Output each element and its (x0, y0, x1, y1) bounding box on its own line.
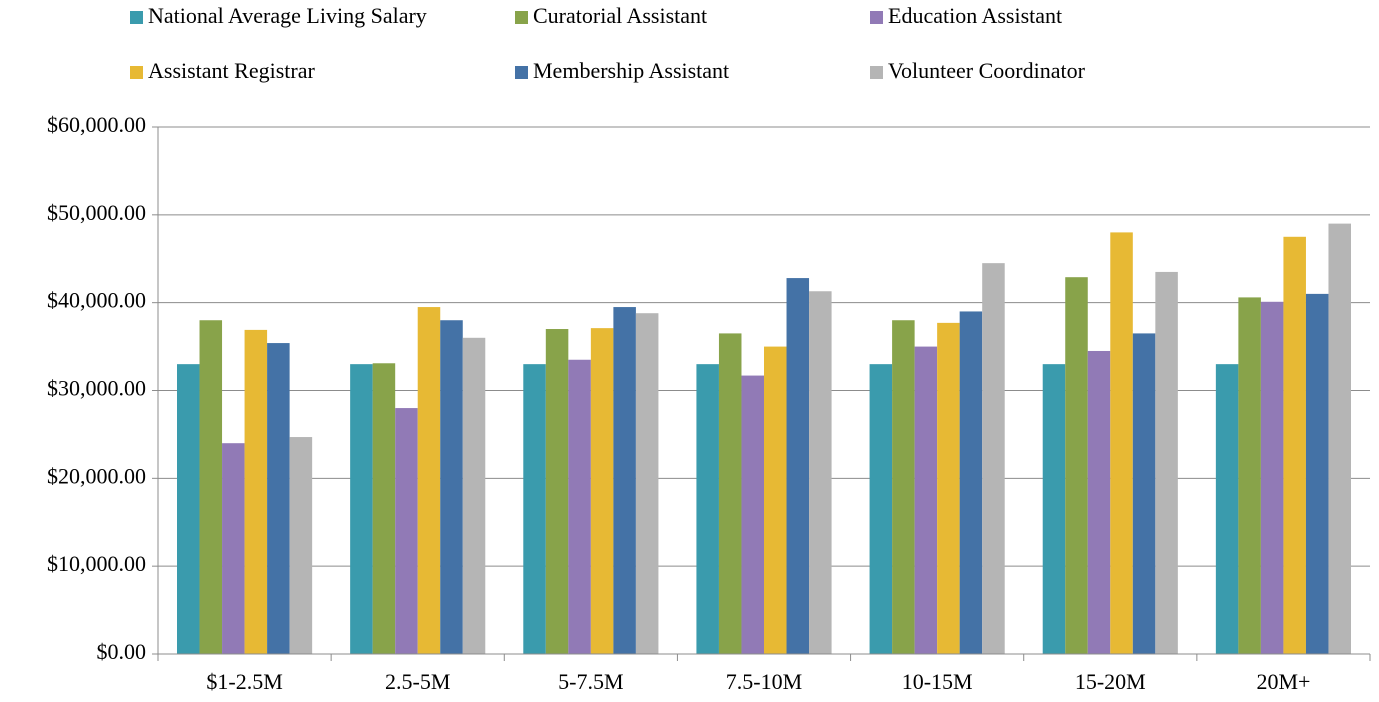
legend-swatch (515, 66, 528, 79)
bar (741, 375, 764, 654)
bar (1305, 293, 1329, 654)
legend-label: Curatorial Assistant (533, 3, 707, 28)
y-tick-label: $0.00 (97, 639, 147, 664)
bar (222, 443, 245, 654)
bar (177, 364, 200, 654)
bar (1065, 277, 1088, 654)
bar (1110, 232, 1133, 654)
bar (982, 263, 1005, 654)
y-tick-label: $50,000.00 (47, 200, 146, 225)
legend-swatch (130, 11, 143, 24)
bar (1283, 236, 1306, 654)
bar (545, 329, 569, 654)
bar (892, 320, 915, 654)
x-tick-label: 10-15M (902, 669, 973, 694)
bar (937, 322, 960, 654)
x-tick-label: $1-2.5M (206, 669, 282, 694)
x-tick-label: 2.5-5M (385, 669, 450, 694)
legend-label: Volunteer Coordinator (888, 58, 1086, 83)
bar (523, 364, 546, 654)
bar (718, 333, 742, 654)
bar (395, 408, 418, 654)
legend-swatch (870, 66, 883, 79)
bar (350, 364, 373, 654)
legend-swatch (870, 11, 883, 24)
bar (244, 329, 268, 654)
bar (568, 359, 591, 654)
bar (613, 307, 636, 654)
legend-swatch (130, 66, 143, 79)
bar (417, 307, 441, 654)
bar (440, 320, 463, 654)
bar (1132, 333, 1156, 654)
bar (1260, 301, 1284, 654)
bar (289, 437, 313, 654)
x-tick-label: 15-20M (1075, 669, 1146, 694)
y-tick-label: $40,000.00 (47, 288, 146, 313)
y-tick-label: $20,000.00 (47, 463, 146, 488)
bar (462, 337, 486, 654)
bar (267, 343, 290, 654)
y-tick-label: $10,000.00 (47, 551, 146, 576)
bar (372, 363, 396, 654)
legend-label: Assistant Registrar (148, 58, 315, 83)
bar (1238, 297, 1261, 654)
bar (635, 313, 659, 654)
x-tick-label: 7.5-10M (726, 669, 802, 694)
bar (590, 328, 614, 654)
bar (959, 311, 983, 654)
x-tick-label: 20M+ (1256, 669, 1310, 694)
bar (1155, 271, 1178, 654)
legend-label: Education Assistant (888, 3, 1062, 28)
y-tick-label: $60,000.00 (47, 112, 146, 137)
bar (869, 364, 893, 654)
legend-swatch (515, 11, 528, 24)
bar (809, 291, 832, 654)
legend-label: National Average Living Salary (148, 3, 427, 28)
bar (764, 346, 787, 654)
legend-label: Membership Assistant (533, 58, 729, 83)
bar (1087, 350, 1111, 654)
bar (914, 346, 938, 654)
bar (1328, 223, 1351, 654)
bar (696, 364, 719, 654)
bar (199, 320, 223, 654)
bar (1215, 364, 1239, 654)
x-tick-label: 5-7.5M (558, 669, 623, 694)
bar (1042, 364, 1066, 654)
bar (786, 278, 810, 654)
y-tick-label: $30,000.00 (47, 376, 146, 401)
